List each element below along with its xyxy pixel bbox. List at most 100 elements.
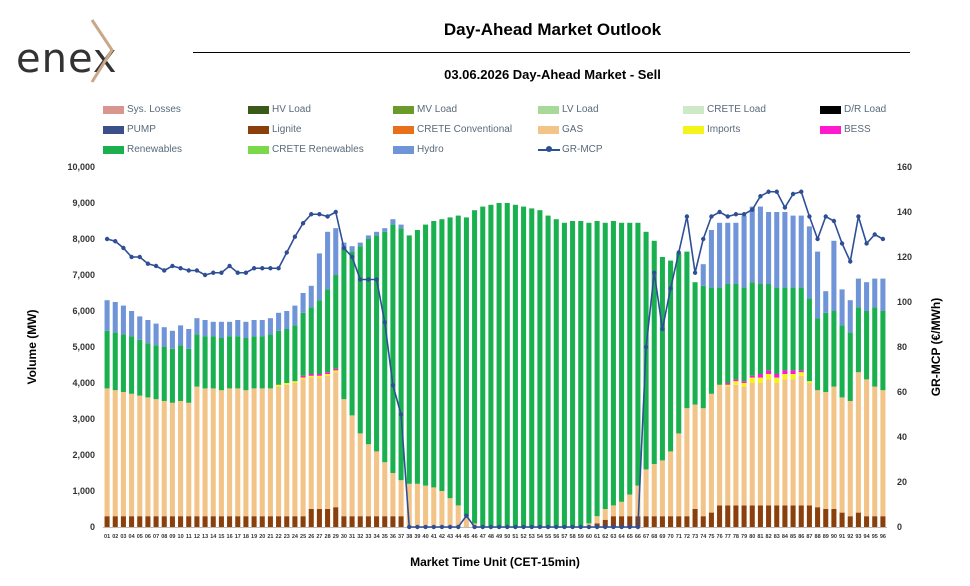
- bar-hydro: [267, 318, 273, 335]
- bar-renewables: [757, 284, 763, 374]
- legend-label: LV Load: [562, 104, 599, 115]
- bar-hydro: [815, 251, 821, 319]
- x-tick-label: 77: [725, 534, 731, 540]
- bar-hydro: [357, 242, 363, 247]
- bar-gas: [414, 483, 420, 527]
- bar-lignite: [700, 516, 706, 527]
- legend-swatch: [393, 126, 414, 134]
- x-tick-label: 67: [643, 534, 649, 540]
- gr-mcp-point: [594, 524, 600, 530]
- chart-legend: Sys. Losses HV Load MV Load LV Load CRETE Lo…: [103, 103, 923, 163]
- legend-label: Sys. Losses: [127, 104, 181, 115]
- x-tick-label: 05: [137, 534, 143, 540]
- bar-renewables: [406, 235, 412, 484]
- x-tick-label: 19: [251, 534, 257, 540]
- x-tick-label: 72: [684, 534, 690, 540]
- x-tick-label: 31: [349, 534, 355, 540]
- bar-hydro: [382, 228, 388, 232]
- bar-lignite: [749, 505, 755, 527]
- legend-label: PUMP: [127, 124, 156, 135]
- gr-mcp-point: [839, 241, 845, 246]
- x-tick-label: 53: [529, 534, 535, 540]
- gr-mcp-point: [341, 245, 347, 251]
- legend-label: Lignite: [272, 124, 302, 135]
- bar-lignite: [390, 516, 396, 527]
- bar-gas: [194, 386, 200, 517]
- bar-renewables: [357, 246, 363, 434]
- bar-renewables: [439, 219, 445, 491]
- bar-renewables: [161, 347, 167, 401]
- bar-imports: [284, 383, 290, 385]
- bar-lignite: [308, 509, 314, 527]
- legend-swatch: [538, 126, 559, 134]
- y-tick-label: 9,000: [72, 198, 95, 208]
- gr-mcp-point: [407, 524, 412, 530]
- gr-mcp-point: [317, 212, 322, 217]
- bar-renewables: [610, 221, 616, 506]
- gr-mcp-point: [202, 272, 208, 278]
- x-tick-label: 93: [855, 534, 861, 540]
- x-tick-label: 55: [545, 534, 551, 540]
- bar-lignite: [398, 516, 404, 527]
- x-tick-label: 37: [398, 534, 404, 540]
- bar-hydro: [145, 320, 151, 344]
- x-tick-label: 16: [227, 534, 233, 540]
- x-tick-label: 70: [668, 534, 674, 540]
- bar-gas: [292, 383, 298, 517]
- bar-gas: [864, 379, 870, 517]
- x-tick-label: 23: [284, 534, 290, 540]
- y-tick-label: 3,000: [72, 414, 95, 424]
- x-tick-label: 02: [112, 534, 118, 540]
- bar-renewables: [806, 298, 812, 382]
- bar-renewables: [594, 221, 600, 517]
- gr-mcp-point: [774, 189, 779, 194]
- x-tick-label: 63: [610, 534, 616, 540]
- bar-renewables: [766, 284, 772, 371]
- bar-lignite: [365, 516, 371, 527]
- legend-swatch: [393, 106, 414, 114]
- bar-bess: [316, 374, 322, 376]
- bar-renewables: [512, 204, 518, 528]
- legend-label: GAS: [562, 124, 584, 135]
- legend-marker-swatch: [546, 146, 552, 152]
- bar-gas: [145, 397, 151, 517]
- gr-mcp-point: [619, 524, 624, 530]
- gr-mcp-point: [529, 524, 534, 530]
- bar-lignite: [684, 516, 690, 527]
- bar-hydro: [390, 219, 396, 225]
- x-tick-label: 66: [635, 534, 641, 540]
- bar-imports: [798, 372, 804, 376]
- gr-mcp-points: [104, 189, 886, 530]
- bar-gas: [855, 372, 861, 513]
- bar-gas: [839, 397, 845, 513]
- bar-bess: [757, 374, 763, 378]
- bar-hydro: [831, 240, 837, 311]
- bar-gas: [431, 487, 437, 527]
- bar-gas: [627, 494, 633, 517]
- x-tick-label: 20: [259, 534, 265, 540]
- bar-hydro: [227, 321, 233, 337]
- x-tick-label: 48: [488, 534, 494, 540]
- legend-label: GR-MCP: [562, 144, 603, 155]
- bar-gas: [847, 401, 853, 517]
- bar-lignite: [349, 516, 355, 527]
- bar-renewables: [210, 336, 216, 389]
- gr-mcp-point: [741, 212, 747, 217]
- bar-hydro: [120, 305, 126, 335]
- x-tick-label: 88: [815, 534, 821, 540]
- gr-mcp-point: [439, 524, 445, 530]
- bar-hydro: [349, 246, 355, 252]
- x-tick-label: 29: [333, 534, 339, 540]
- x-tick-label: 87: [806, 534, 812, 540]
- bar-hydro: [374, 231, 380, 236]
- bar-lignite: [717, 505, 723, 527]
- bar-lignite: [145, 516, 151, 527]
- x-tick-label: 43: [447, 534, 453, 540]
- bar-lignite: [210, 516, 216, 527]
- bar-renewables: [423, 224, 429, 486]
- gr-mcp-point: [799, 189, 804, 194]
- y2-tick-label: 20: [897, 477, 907, 487]
- bar-renewables: [243, 338, 249, 391]
- bar-hydro: [766, 212, 772, 284]
- gr-mcp-point: [186, 268, 191, 273]
